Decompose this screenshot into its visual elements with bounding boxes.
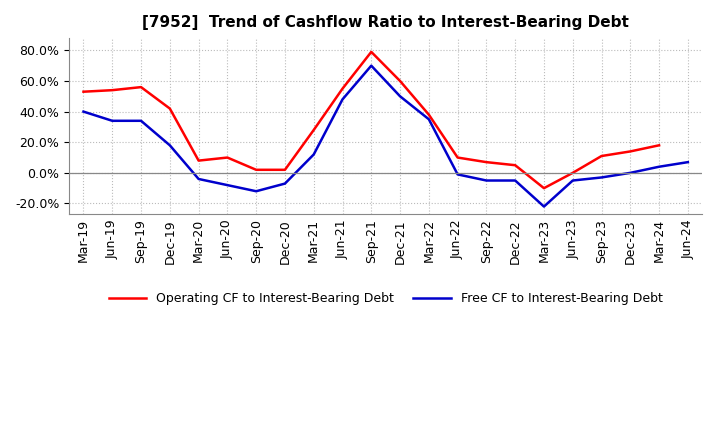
Free CF to Interest-Bearing Debt <box>454 172 462 177</box>
Free CF to Interest-Bearing Debt <box>108 118 117 124</box>
Operating CF to Interest-Bearing Debt <box>338 86 347 91</box>
Operating CF to Interest-Bearing Debt <box>281 167 289 172</box>
Free CF to Interest-Bearing Debt <box>367 63 376 68</box>
Free CF to Interest-Bearing Debt <box>137 118 145 124</box>
Free CF to Interest-Bearing Debt <box>425 117 433 122</box>
Free CF to Interest-Bearing Debt <box>338 97 347 102</box>
Operating CF to Interest-Bearing Debt <box>252 167 261 172</box>
Line: Operating CF to Interest-Bearing Debt: Operating CF to Interest-Bearing Debt <box>84 52 659 188</box>
Legend: Operating CF to Interest-Bearing Debt, Free CF to Interest-Bearing Debt: Operating CF to Interest-Bearing Debt, F… <box>104 287 667 310</box>
Free CF to Interest-Bearing Debt <box>511 178 520 183</box>
Free CF to Interest-Bearing Debt <box>654 164 663 169</box>
Operating CF to Interest-Bearing Debt <box>568 170 577 176</box>
Free CF to Interest-Bearing Debt <box>396 94 405 99</box>
Operating CF to Interest-Bearing Debt <box>367 49 376 55</box>
Free CF to Interest-Bearing Debt <box>223 183 232 188</box>
Operating CF to Interest-Bearing Debt <box>79 89 88 94</box>
Free CF to Interest-Bearing Debt <box>194 176 203 182</box>
Operating CF to Interest-Bearing Debt <box>597 154 606 159</box>
Operating CF to Interest-Bearing Debt <box>540 186 549 191</box>
Free CF to Interest-Bearing Debt <box>79 109 88 114</box>
Operating CF to Interest-Bearing Debt <box>511 162 520 168</box>
Free CF to Interest-Bearing Debt <box>597 175 606 180</box>
Free CF to Interest-Bearing Debt <box>482 178 491 183</box>
Line: Free CF to Interest-Bearing Debt: Free CF to Interest-Bearing Debt <box>84 66 688 206</box>
Operating CF to Interest-Bearing Debt <box>654 143 663 148</box>
Operating CF to Interest-Bearing Debt <box>626 149 634 154</box>
Free CF to Interest-Bearing Debt <box>683 160 692 165</box>
Free CF to Interest-Bearing Debt <box>252 189 261 194</box>
Free CF to Interest-Bearing Debt <box>310 152 318 157</box>
Operating CF to Interest-Bearing Debt <box>166 106 174 111</box>
Free CF to Interest-Bearing Debt <box>540 204 549 209</box>
Operating CF to Interest-Bearing Debt <box>454 155 462 160</box>
Operating CF to Interest-Bearing Debt <box>194 158 203 163</box>
Free CF to Interest-Bearing Debt <box>281 181 289 186</box>
Title: [7952]  Trend of Cashflow Ratio to Interest-Bearing Debt: [7952] Trend of Cashflow Ratio to Intere… <box>143 15 629 30</box>
Operating CF to Interest-Bearing Debt <box>396 78 405 84</box>
Free CF to Interest-Bearing Debt <box>568 178 577 183</box>
Operating CF to Interest-Bearing Debt <box>482 160 491 165</box>
Operating CF to Interest-Bearing Debt <box>425 112 433 117</box>
Operating CF to Interest-Bearing Debt <box>108 88 117 93</box>
Operating CF to Interest-Bearing Debt <box>310 127 318 132</box>
Free CF to Interest-Bearing Debt <box>166 143 174 148</box>
Operating CF to Interest-Bearing Debt <box>223 155 232 160</box>
Operating CF to Interest-Bearing Debt <box>137 84 145 90</box>
Free CF to Interest-Bearing Debt <box>626 170 634 176</box>
